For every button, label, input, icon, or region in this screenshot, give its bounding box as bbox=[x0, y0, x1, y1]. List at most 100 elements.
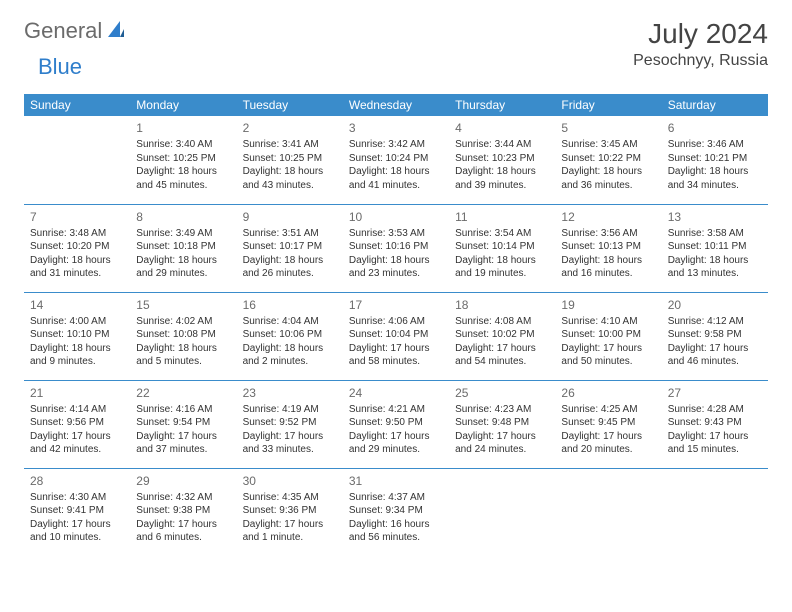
day-info-line: Sunrise: 3:54 AM bbox=[455, 227, 549, 241]
day-number: 9 bbox=[243, 209, 337, 225]
calendar-day-cell bbox=[555, 468, 661, 556]
day-number: 23 bbox=[243, 385, 337, 401]
day-info-line: and 45 minutes. bbox=[136, 179, 230, 193]
day-info-line: Sunrise: 3:49 AM bbox=[136, 227, 230, 241]
calendar-week-row: 21Sunrise: 4:14 AMSunset: 9:56 PMDayligh… bbox=[24, 380, 768, 468]
day-info-line: Sunrise: 4:08 AM bbox=[455, 315, 549, 329]
day-number: 27 bbox=[668, 385, 762, 401]
calendar-week-row: 14Sunrise: 4:00 AMSunset: 10:10 PMDaylig… bbox=[24, 292, 768, 380]
day-info-line: and 43 minutes. bbox=[243, 179, 337, 193]
weekday-header: Wednesday bbox=[343, 94, 449, 116]
calendar-day-cell: 22Sunrise: 4:16 AMSunset: 9:54 PMDayligh… bbox=[130, 380, 236, 468]
day-info-line: Sunset: 10:22 PM bbox=[561, 152, 655, 166]
day-info-line: Daylight: 17 hours bbox=[668, 342, 762, 356]
day-number: 28 bbox=[30, 473, 124, 489]
calendar-day-cell: 4Sunrise: 3:44 AMSunset: 10:23 PMDayligh… bbox=[449, 116, 555, 204]
day-info-line: Sunrise: 4:23 AM bbox=[455, 403, 549, 417]
day-info-line: Sunrise: 3:51 AM bbox=[243, 227, 337, 241]
calendar-day-cell: 15Sunrise: 4:02 AMSunset: 10:08 PMDaylig… bbox=[130, 292, 236, 380]
day-info-line: Sunrise: 3:41 AM bbox=[243, 138, 337, 152]
logo-sail-icon bbox=[106, 19, 126, 44]
day-info-line: and 13 minutes. bbox=[668, 267, 762, 281]
day-info-line: Sunrise: 4:04 AM bbox=[243, 315, 337, 329]
day-number: 19 bbox=[561, 297, 655, 313]
day-info-line: Sunset: 10:08 PM bbox=[136, 328, 230, 342]
day-number: 13 bbox=[668, 209, 762, 225]
day-info-line: Sunset: 9:45 PM bbox=[561, 416, 655, 430]
day-info-line: Sunrise: 4:14 AM bbox=[30, 403, 124, 417]
day-info-line: Sunrise: 4:06 AM bbox=[349, 315, 443, 329]
weekday-header: Friday bbox=[555, 94, 661, 116]
day-info-line: and 9 minutes. bbox=[30, 355, 124, 369]
day-info-line: Sunrise: 4:30 AM bbox=[30, 491, 124, 505]
weekday-header: Monday bbox=[130, 94, 236, 116]
day-number: 16 bbox=[243, 297, 337, 313]
day-info-line: and 39 minutes. bbox=[455, 179, 549, 193]
calendar-day-cell: 10Sunrise: 3:53 AMSunset: 10:16 PMDaylig… bbox=[343, 204, 449, 292]
day-info-line: Sunrise: 3:45 AM bbox=[561, 138, 655, 152]
day-info-line: Sunrise: 3:56 AM bbox=[561, 227, 655, 241]
calendar-week-row: 7Sunrise: 3:48 AMSunset: 10:20 PMDayligh… bbox=[24, 204, 768, 292]
calendar-page: General July 2024 Pesochnyy, Russia Blue… bbox=[0, 0, 792, 574]
day-info-line: Sunset: 10:21 PM bbox=[668, 152, 762, 166]
calendar-day-cell bbox=[449, 468, 555, 556]
day-info-line: Sunrise: 4:02 AM bbox=[136, 315, 230, 329]
logo-text-blue: Blue bbox=[38, 54, 82, 79]
day-info-line: and 1 minute. bbox=[243, 531, 337, 545]
day-info-line: Sunrise: 4:28 AM bbox=[668, 403, 762, 417]
day-info-line: Sunset: 9:41 PM bbox=[30, 504, 124, 518]
day-info-line: Sunset: 10:11 PM bbox=[668, 240, 762, 254]
day-info-line: Daylight: 16 hours bbox=[349, 518, 443, 532]
day-number: 3 bbox=[349, 120, 443, 136]
day-info-line: Daylight: 18 hours bbox=[349, 254, 443, 268]
calendar-day-cell: 30Sunrise: 4:35 AMSunset: 9:36 PMDayligh… bbox=[237, 468, 343, 556]
calendar-day-cell: 27Sunrise: 4:28 AMSunset: 9:43 PMDayligh… bbox=[662, 380, 768, 468]
day-number: 30 bbox=[243, 473, 337, 489]
day-number: 25 bbox=[455, 385, 549, 401]
day-info-line: Sunrise: 4:10 AM bbox=[561, 315, 655, 329]
day-info-line: Daylight: 17 hours bbox=[668, 430, 762, 444]
day-info-line: Sunset: 9:56 PM bbox=[30, 416, 124, 430]
day-info-line: Sunrise: 3:58 AM bbox=[668, 227, 762, 241]
day-info-line: and 29 minutes. bbox=[136, 267, 230, 281]
calendar-day-cell: 9Sunrise: 3:51 AMSunset: 10:17 PMDayligh… bbox=[237, 204, 343, 292]
day-info-line: Sunrise: 4:19 AM bbox=[243, 403, 337, 417]
day-info-line: Sunset: 10:25 PM bbox=[136, 152, 230, 166]
calendar-day-cell: 11Sunrise: 3:54 AMSunset: 10:14 PMDaylig… bbox=[449, 204, 555, 292]
day-info-line: and 37 minutes. bbox=[136, 443, 230, 457]
calendar-day-cell: 19Sunrise: 4:10 AMSunset: 10:00 PMDaylig… bbox=[555, 292, 661, 380]
day-info-line: Sunrise: 4:21 AM bbox=[349, 403, 443, 417]
day-info-line: Daylight: 17 hours bbox=[30, 430, 124, 444]
day-info-line: Sunset: 10:25 PM bbox=[243, 152, 337, 166]
day-info-line: Daylight: 18 hours bbox=[243, 254, 337, 268]
calendar-day-cell: 1Sunrise: 3:40 AMSunset: 10:25 PMDayligh… bbox=[130, 116, 236, 204]
day-info-line: Sunset: 9:48 PM bbox=[455, 416, 549, 430]
day-info-line: Sunset: 9:58 PM bbox=[668, 328, 762, 342]
day-info-line: Daylight: 17 hours bbox=[136, 518, 230, 532]
day-info-line: Sunrise: 3:42 AM bbox=[349, 138, 443, 152]
calendar-day-cell: 18Sunrise: 4:08 AMSunset: 10:02 PMDaylig… bbox=[449, 292, 555, 380]
day-info-line: and 33 minutes. bbox=[243, 443, 337, 457]
day-info-line: Sunset: 9:52 PM bbox=[243, 416, 337, 430]
day-info-line: Sunrise: 4:25 AM bbox=[561, 403, 655, 417]
day-info-line: and 24 minutes. bbox=[455, 443, 549, 457]
day-info-line: and 10 minutes. bbox=[30, 531, 124, 545]
day-info-line: Sunrise: 4:00 AM bbox=[30, 315, 124, 329]
day-info-line: Daylight: 18 hours bbox=[561, 254, 655, 268]
calendar-day-cell: 13Sunrise: 3:58 AMSunset: 10:11 PMDaylig… bbox=[662, 204, 768, 292]
day-info-line: Daylight: 17 hours bbox=[561, 342, 655, 356]
day-info-line: Daylight: 17 hours bbox=[30, 518, 124, 532]
day-number: 8 bbox=[136, 209, 230, 225]
day-info-line: and 54 minutes. bbox=[455, 355, 549, 369]
day-number: 4 bbox=[455, 120, 549, 136]
day-info-line: Sunrise: 3:44 AM bbox=[455, 138, 549, 152]
day-info-line: and 15 minutes. bbox=[668, 443, 762, 457]
day-number: 21 bbox=[30, 385, 124, 401]
calendar-day-cell: 5Sunrise: 3:45 AMSunset: 10:22 PMDayligh… bbox=[555, 116, 661, 204]
day-info-line: Sunset: 9:34 PM bbox=[349, 504, 443, 518]
day-number: 20 bbox=[668, 297, 762, 313]
day-info-line: Sunset: 9:38 PM bbox=[136, 504, 230, 518]
day-info-line: Sunset: 10:23 PM bbox=[455, 152, 549, 166]
day-info-line: Daylight: 17 hours bbox=[455, 430, 549, 444]
calendar-day-cell: 17Sunrise: 4:06 AMSunset: 10:04 PMDaylig… bbox=[343, 292, 449, 380]
